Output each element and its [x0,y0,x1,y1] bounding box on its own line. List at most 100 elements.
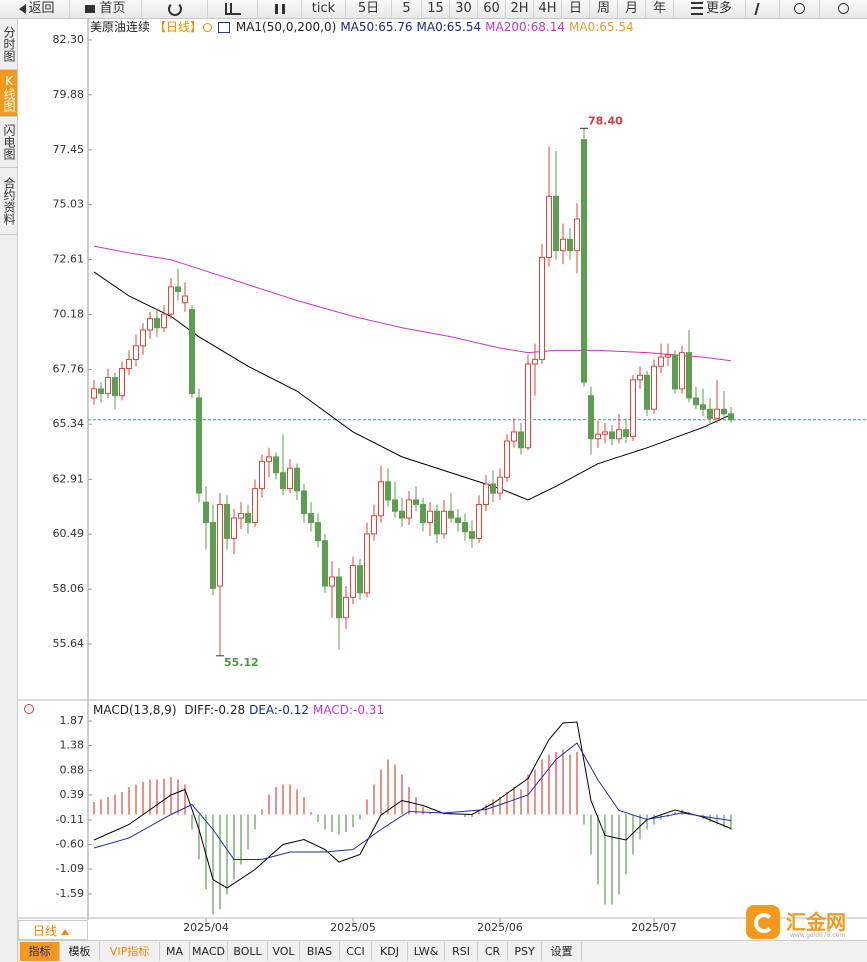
indicator-tab[interactable]: KDJ [372,942,408,961]
menu-icon [690,2,703,15]
candle-body [658,356,664,367]
indicator-tab[interactable]: 模板 [60,942,100,961]
y-tick-label: 1.87 [60,714,85,727]
indicator-tab[interactable]: MA [160,942,190,961]
sidebar-tab[interactable]: 分时图 [0,19,17,70]
indicator-tab[interactable]: VIP指标 [100,942,160,961]
candle-body [392,499,398,512]
indicator-tab[interactable]: PSY [508,942,542,961]
candle-body [651,365,657,410]
candle-body [721,408,727,415]
period-button[interactable]: 日 [562,0,590,18]
period-button[interactable]: 15 [422,0,450,18]
indicator-tab[interactable]: RSI [445,942,478,961]
indicator-tab[interactable]: BOLL [228,942,268,961]
candle-body [126,358,132,369]
fx-icon [753,2,772,15]
chart-type-button[interactable] [208,0,258,18]
candle-body [644,374,650,410]
collapse-icon[interactable] [203,23,213,32]
y-tick-label: -1.59 [56,887,84,900]
indicator-tab[interactable]: 设置 [542,942,582,961]
period-button[interactable]: 5日 [346,0,392,18]
indicator-tab[interactable]: MACD [190,942,228,961]
period-button[interactable]: 2H [506,0,534,18]
candle-body [336,576,342,619]
legend-item: MA0:65.54 [416,20,482,34]
period-button[interactable]: 月 [618,0,646,18]
candle-body [420,503,426,524]
candle-body [560,238,566,252]
back-button[interactable]: 返回 [0,0,70,18]
extreme-label: 78.40 [588,114,623,127]
period-tab-label: 日线 [33,924,58,938]
candle-body [378,481,384,517]
period-button[interactable]: 30 [450,0,478,18]
candle-body [273,456,279,474]
legend-item: MA1(50,0,200,0) [235,20,337,34]
y-tick-label: 67.76 [53,362,85,375]
period-button[interactable]: 4H [534,0,562,18]
more-label: 更多 [705,1,732,16]
candle-body [203,501,209,524]
legend-item: MA200:68.14 [485,20,566,34]
home-button[interactable]: 首页 [70,0,142,18]
zoom-in-icon [838,3,849,14]
refresh-button[interactable] [142,0,208,18]
candle-body [441,510,447,535]
candle-body [630,379,636,437]
y-tick-label: 75.03 [53,198,85,211]
candle-body [588,395,594,440]
candle-body [602,431,608,435]
up-arrow [61,928,70,935]
candle-body [567,238,573,252]
period-button[interactable]: 60 [478,0,506,18]
indicator-tab[interactable]: 指标 [20,942,60,961]
settings-icon[interactable] [24,704,34,714]
sidebar-tab-active[interactable]: K线图 [0,70,17,117]
candle-button[interactable] [258,0,302,18]
indicator-tab[interactable]: CCI [340,942,372,961]
indicator-tab[interactable]: CR [478,942,508,961]
indicator-line [93,245,732,362]
y-tick-label: 82.30 [53,33,85,46]
candle-body [168,286,174,315]
indicator-bar: 指标 模板 VIP指标 MA MACD BOLL VOL BIAS CCI KDJ LW& RSI CR… [18,940,867,962]
indicator-tab[interactable]: BIAS [300,942,340,961]
x-tick-label: 2025/05 [330,921,376,934]
candle-body [385,481,391,501]
period-tab[interactable]: 日线 [18,920,88,940]
y-tick-label: 55.64 [53,637,85,650]
candle-body [196,397,202,494]
candle-body [532,358,538,365]
candle-body [252,488,258,524]
candle-body [483,483,489,505]
sidebar-tab[interactable]: 合约资料 [0,168,17,235]
candle-body [140,329,146,347]
candle-body [133,345,139,360]
more-button[interactable]: 更多 [678,0,746,18]
indicator-tab[interactable]: VOL [268,942,300,961]
candle-body [406,499,412,519]
candle-body [231,517,237,539]
candle-body [469,531,475,539]
zoom-out-button[interactable] [780,0,820,18]
candle-body [266,456,272,462]
candle-body [707,408,713,419]
candle-body [637,374,643,381]
period-button[interactable]: 5 [392,0,422,18]
candle-body [427,510,433,524]
sidebar-tab[interactable]: 闪电图 [0,117,17,168]
period-button[interactable]: tick [302,0,346,18]
period-button[interactable]: 周 [590,0,618,18]
period-button[interactable]: 年 [646,0,674,18]
indicator-tab[interactable]: LW& [408,942,445,961]
formula-button[interactable] [746,0,780,18]
zoom-in-button[interactable] [820,0,867,18]
candle-body [525,363,531,449]
y-tick-label: -0.60 [56,838,84,851]
candle-body [546,195,552,258]
candle-body [728,413,734,421]
macd-title: MACD(13,8,9) [93,703,177,717]
